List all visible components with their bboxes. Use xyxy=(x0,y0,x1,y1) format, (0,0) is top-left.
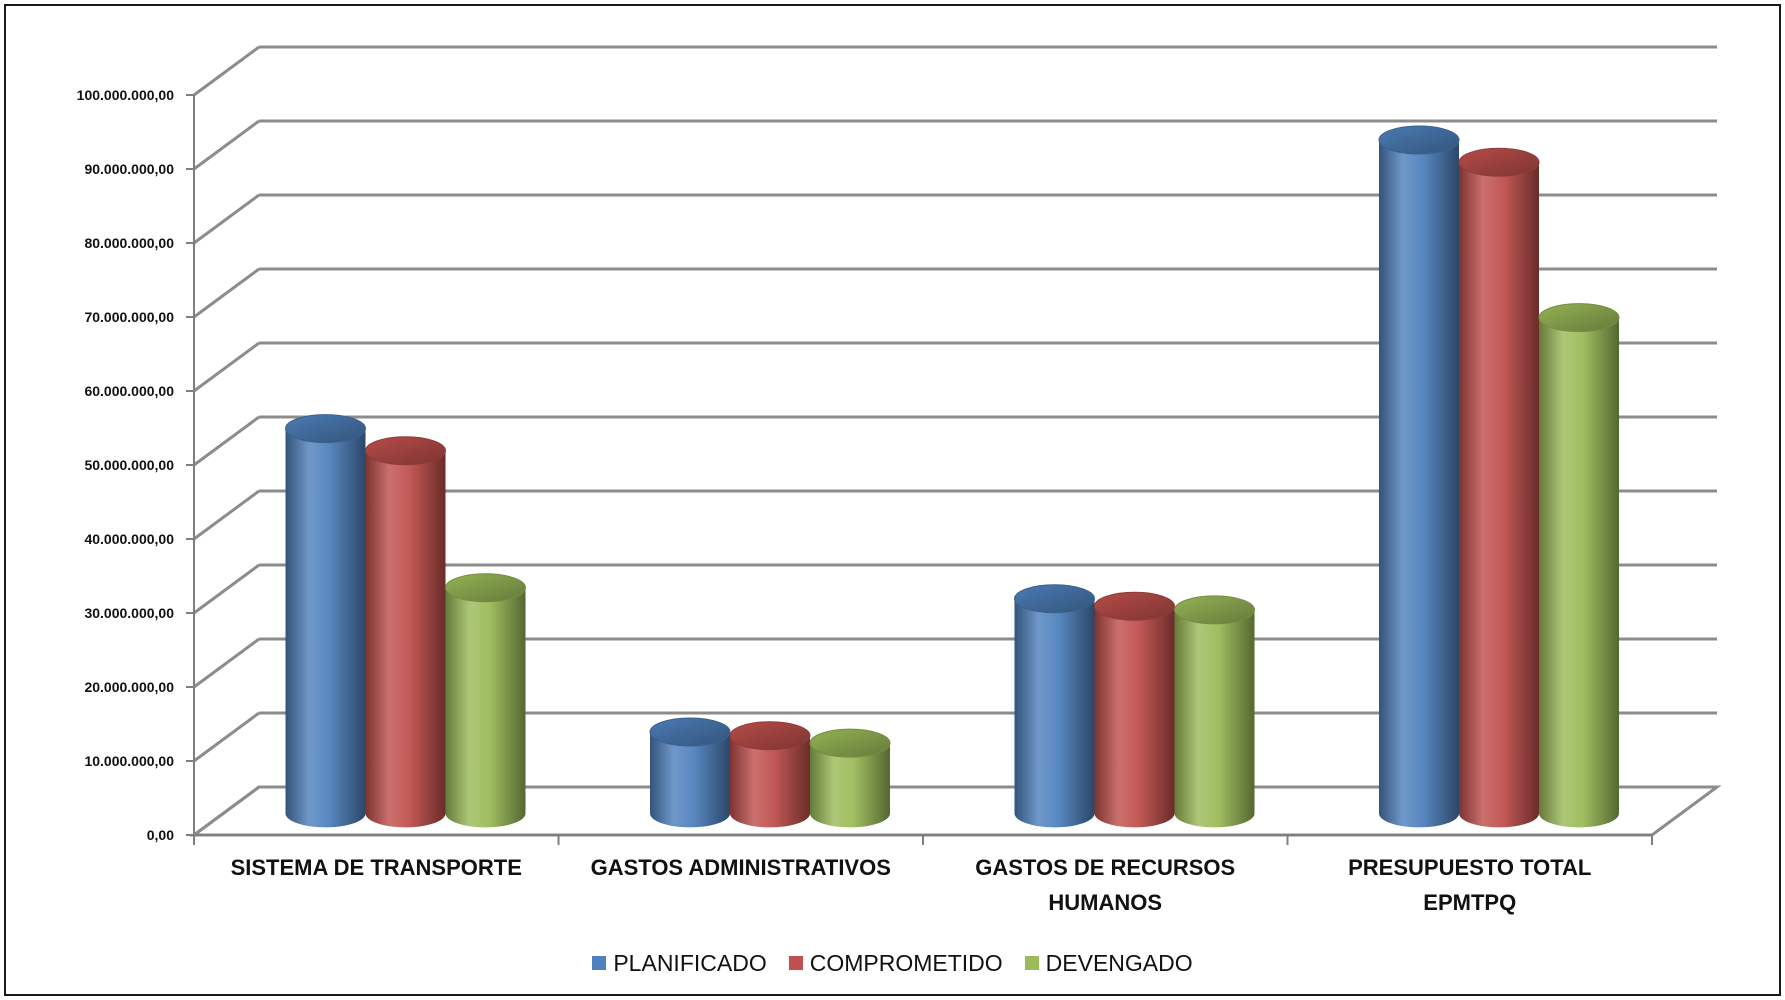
legend-label: COMPROMETIDO xyxy=(809,949,1003,976)
y-tick-label: 60.000.000,00 xyxy=(84,383,174,399)
bar-cap xyxy=(365,436,446,466)
bar-body xyxy=(1174,609,1255,828)
bar-body xyxy=(1094,606,1175,828)
x-category-label: GASTOS DE RECURSOS xyxy=(975,855,1235,880)
bar xyxy=(1014,584,1095,828)
gridline-side xyxy=(193,193,260,245)
x-category-label: HUMANOS xyxy=(1048,890,1162,915)
bar-cap xyxy=(729,721,811,751)
gridline-side xyxy=(193,45,260,97)
bar-cap xyxy=(1458,147,1540,177)
gridline-side xyxy=(193,637,260,689)
x-axis-category-labels: SISTEMA DE TRANSPORTE GASTOS ADMINISTRATI… xyxy=(231,855,1592,915)
bar-body xyxy=(285,428,366,828)
x-category-label: PRESUPUESTO TOTAL xyxy=(1348,855,1591,880)
bar-cap xyxy=(1378,125,1460,155)
y-tick-label: 30.000.000,00 xyxy=(84,605,174,621)
chart-frame: 0,00 10.000.000,00 20.000.000,00 30.000.000… xyxy=(4,4,1781,996)
y-tick-label: 0,00 xyxy=(147,827,174,843)
gridline-side xyxy=(193,489,260,541)
y-tick-label: 90.000.000,00 xyxy=(84,161,174,177)
bar-cap xyxy=(809,728,891,758)
y-tick-label: 70.000.000,00 xyxy=(84,309,174,325)
bar xyxy=(1538,303,1620,828)
chart-axes xyxy=(186,94,1653,845)
bar-cap xyxy=(1174,595,1255,625)
legend-label: DEVENGADO xyxy=(1045,949,1193,976)
bar-body xyxy=(1459,162,1539,828)
y-tick-label: 100.000.000,00 xyxy=(77,87,175,103)
bar-body xyxy=(650,732,730,828)
x-category-label: GASTOS ADMINISTRATIVOS xyxy=(591,855,891,880)
bar xyxy=(1094,591,1175,828)
y-tick-label: 50.000.000,00 xyxy=(84,457,174,473)
bar xyxy=(729,721,811,828)
bar-cap xyxy=(285,414,366,444)
bar xyxy=(1174,595,1255,828)
y-tick-label: 20.000.000,00 xyxy=(84,679,174,695)
legend-item: COMPROMETIDO xyxy=(788,949,1003,977)
bar-body xyxy=(730,735,810,828)
bar-body xyxy=(1539,317,1619,828)
x-category-label: EPMTPQ xyxy=(1423,890,1516,915)
gridline-side xyxy=(193,711,260,763)
gridline-side xyxy=(193,563,260,615)
bar xyxy=(1458,147,1540,828)
x-category-label: SISTEMA DE TRANSPORTE xyxy=(231,855,522,880)
bar-body xyxy=(445,587,526,828)
legend-label: PLANIFICADO xyxy=(613,949,767,976)
gridline-side xyxy=(193,119,260,171)
y-tick-label: 80.000.000,00 xyxy=(84,235,174,251)
bar-body xyxy=(365,450,446,828)
y-tick-label: 10.000.000,00 xyxy=(84,753,174,769)
bar-body xyxy=(1014,598,1095,828)
bar-cap xyxy=(1094,591,1175,621)
gridline-side xyxy=(193,341,260,393)
bar xyxy=(1378,125,1460,828)
bar-cap xyxy=(1014,584,1095,614)
legend-item: PLANIFICADO xyxy=(592,949,767,977)
legend-item: DEVENGADO xyxy=(1024,949,1193,977)
y-tick-label: 40.000.000,00 xyxy=(84,531,174,547)
chart-bars xyxy=(285,125,1620,828)
bar-cap xyxy=(445,573,526,603)
bar xyxy=(809,728,891,828)
bar-body xyxy=(810,743,890,828)
gridline-side xyxy=(193,415,260,467)
legend-swatch xyxy=(1024,956,1039,970)
legend-swatch xyxy=(788,956,803,970)
legend-swatch xyxy=(592,956,607,970)
chart-svg: 0,00 10.000.000,00 20.000.000,00 30.000.000… xyxy=(77,45,1722,915)
bar xyxy=(649,717,731,828)
bar xyxy=(285,414,366,828)
bar-body xyxy=(1379,140,1459,828)
legend: PLANIFICADO COMPROMETIDO DEVENGADO xyxy=(0,948,1785,978)
gridline-side xyxy=(193,267,260,319)
bar-cap xyxy=(1538,303,1620,333)
bar xyxy=(365,436,446,828)
bar xyxy=(445,573,526,828)
bar-cap xyxy=(649,717,731,747)
y-axis-tick-labels: 0,00 10.000.000,00 20.000.000,00 30.000.000… xyxy=(77,87,175,843)
